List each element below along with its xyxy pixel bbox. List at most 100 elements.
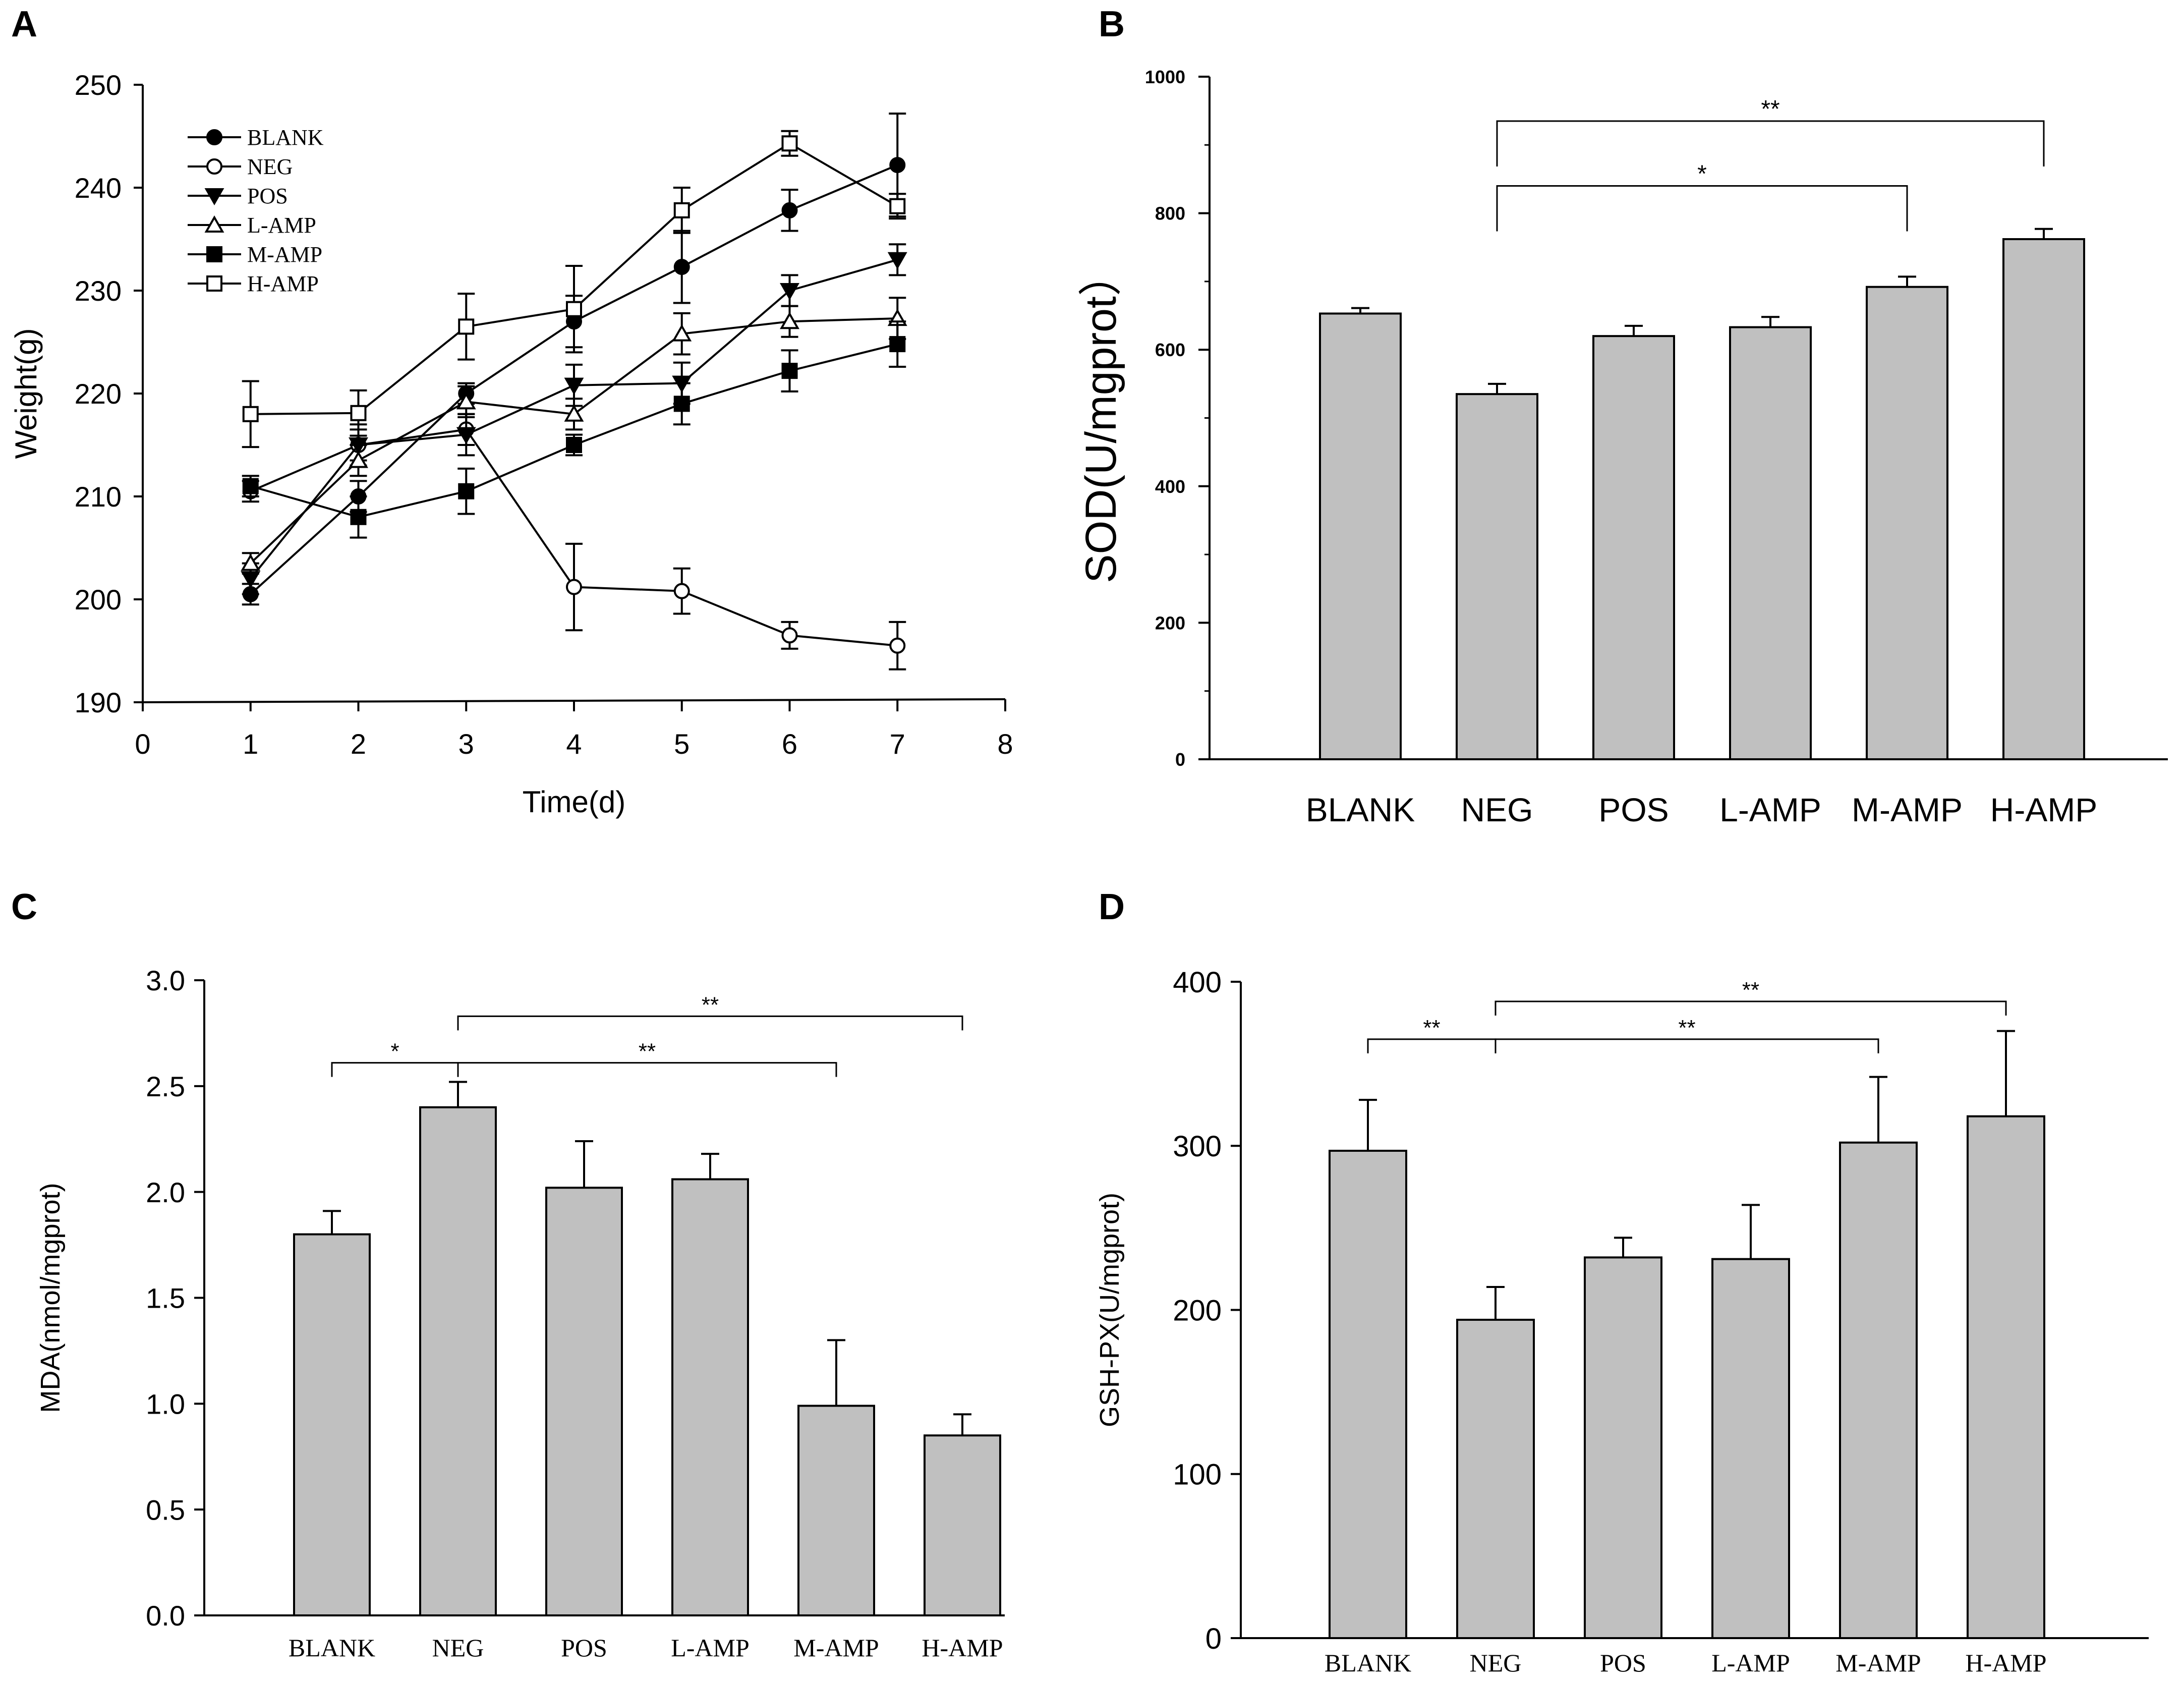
significance-bracket (457, 1062, 837, 1077)
y-axis-title: MDA(nmol/mgprot) (35, 1183, 66, 1413)
significance-label: ** (1678, 1016, 1695, 1040)
bar-l-amp (1729, 326, 1812, 760)
significance-label: * (1697, 160, 1707, 187)
data-point (781, 135, 798, 152)
panel-b-sod-chart: 0 200 400 600 800 1000 BLANK NEG POS L-AMP M-AMP H-… (1077, 67, 2168, 828)
x-tick-label: L-AMP (1719, 791, 1821, 828)
data-point (887, 252, 907, 269)
bar-m-amp (1866, 286, 1948, 760)
data-point (242, 478, 259, 494)
panel-label-a: A (11, 4, 37, 44)
y-axis-title: Weight(g) (9, 328, 43, 459)
data-point (350, 509, 367, 525)
series-h-amp (242, 130, 906, 448)
data-point (241, 553, 261, 571)
x-tick-label: BLANK (1306, 791, 1415, 828)
data-point (564, 377, 584, 395)
y-tick-label: 300 (1173, 1130, 1222, 1163)
y-tick-label: 100 (1173, 1459, 1222, 1491)
y-tick-label: 400 (1155, 476, 1185, 497)
x-tick-label: L-AMP (671, 1634, 750, 1662)
x-tick-label: NEG (1470, 1649, 1522, 1677)
significance-bracket (1495, 1000, 2007, 1016)
x-tick-label: M-AMP (1852, 791, 1963, 828)
x-tick-label: 3 (458, 728, 474, 760)
x-tick-label: POS (1600, 1649, 1646, 1677)
data-point (458, 318, 475, 335)
bar-neg (419, 1106, 497, 1617)
legend-label: BLANK (247, 125, 324, 150)
data-point (672, 324, 692, 342)
data-point (781, 202, 798, 218)
y-tick-label: 200 (1155, 612, 1185, 633)
data-point (889, 157, 906, 174)
data-point (780, 312, 799, 329)
panel-label-c: C (11, 887, 37, 927)
y-tick-label: 200 (1173, 1294, 1222, 1327)
x-tick-label: POS (1598, 791, 1669, 828)
y-tick-label: 2.0 (146, 1176, 185, 1208)
x-tick-label: L-AMP (1711, 1649, 1790, 1677)
y-tick-label: 1.5 (146, 1282, 185, 1314)
panel-c-mda-chart: 0.0 0.5 1.0 1.5 2.0 2.5 3.0 BLANK NEG POS L-AMP M-A… (35, 965, 1005, 1662)
panel-label-d: D (1099, 887, 1125, 927)
x-tick-label: M-AMP (1835, 1649, 1921, 1677)
bar-h-amp (924, 1434, 1001, 1617)
x-tick-label: 4 (566, 728, 582, 760)
panel-d-gshpx-chart: 0 100 200 300 400 BLANK NEG POS L-AMP M-AMP H-AMP *… (1095, 966, 2149, 1677)
data-point (889, 637, 906, 654)
bar-blank (293, 1233, 371, 1617)
x-tick-label: BLANK (289, 1634, 375, 1662)
x-tick-label: NEG (1461, 791, 1533, 828)
y-tick-label: 210 (75, 481, 122, 513)
legend-marker (206, 275, 222, 292)
data-point (673, 259, 690, 275)
y-tick-label: 3.0 (146, 965, 185, 996)
y-tick-label: 230 (75, 275, 122, 307)
bar-m-amp (1839, 1141, 1918, 1640)
x-tick-label: 6 (782, 728, 797, 760)
data-point (566, 579, 582, 595)
significance-bracket (1367, 1038, 1497, 1053)
panel-a-weight-chart: 190 200 210 220 230 240 250 0 1 2 3 4 5 6 7 8 Time(d) Wei… (9, 69, 1013, 819)
x-tick-label: NEG (432, 1634, 484, 1662)
y-axis-title: SOD(U/mgprot） (1077, 253, 1125, 583)
data-point (781, 627, 798, 644)
y-tick-label: 600 (1155, 340, 1185, 360)
data-point (456, 427, 476, 444)
bar-l-amp (671, 1178, 749, 1616)
bar-neg (1456, 1319, 1535, 1639)
data-point (889, 336, 906, 353)
data-point (780, 283, 799, 301)
bar-h-amp (1967, 1115, 2045, 1640)
y-tick-label: 0 (1205, 1622, 1222, 1655)
y-tick-label: 190 (75, 687, 122, 718)
data-point (673, 202, 690, 218)
x-tick-label: H-AMP (1990, 791, 2098, 828)
x-tick-label: BLANK (1325, 1649, 1411, 1677)
panel-label-b: B (1099, 4, 1125, 44)
significance-label: ** (1423, 1016, 1440, 1040)
significance-label: * (390, 1039, 399, 1064)
x-axis-title: Time(d) (523, 785, 625, 819)
y-tick-label: 240 (75, 172, 122, 204)
data-point (673, 583, 690, 599)
y-tick-label: 250 (75, 69, 122, 101)
x-tick-label: 1 (243, 728, 258, 760)
y-tick-label: 2.5 (146, 1071, 185, 1102)
x-tick-label: H-AMP (922, 1634, 1003, 1662)
bar-pos (545, 1187, 623, 1617)
legend-label: POS (247, 184, 288, 208)
y-tick-label: 400 (1173, 966, 1222, 999)
significance-label: ** (639, 1039, 656, 1064)
bar-pos (1584, 1256, 1662, 1639)
series-m-amp (242, 320, 906, 539)
x-tick-label: 0 (135, 728, 150, 760)
x-tick-label: 8 (997, 728, 1013, 760)
data-point (781, 363, 798, 379)
legend-marker (206, 129, 222, 145)
bar-blank (1329, 1150, 1407, 1640)
bar-h-amp (2002, 238, 2085, 760)
significance-label: ** (702, 992, 719, 1017)
